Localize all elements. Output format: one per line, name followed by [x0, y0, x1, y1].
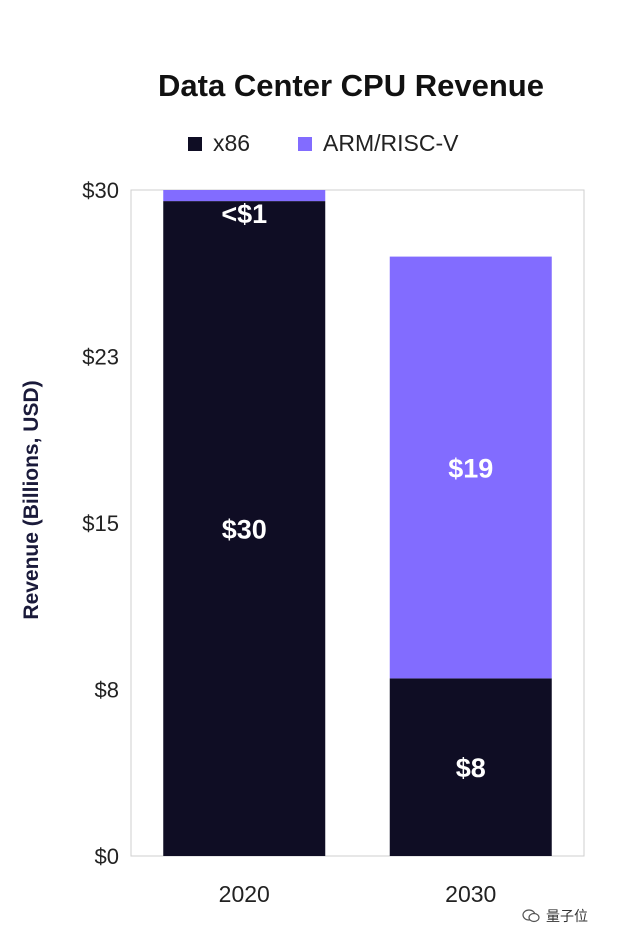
bar-segment-2030-2	[389, 256, 552, 679]
data-label: $8	[456, 753, 486, 783]
y-axis-label: Revenue (Billions, USD)	[20, 380, 43, 619]
legend-label-1: x86	[213, 130, 250, 156]
chart-title: Data Center CPU Revenue	[158, 68, 544, 103]
y-axis-ticks: $0 $8 $15 $23 $30	[82, 178, 119, 869]
bars: $30 <$1 $8 $19	[163, 190, 552, 857]
bar-segment-2020-1	[163, 201, 326, 857]
watermark-text: 量子位	[546, 909, 588, 925]
y-tick-label: $8	[95, 678, 119, 703]
data-label: <$1	[221, 199, 267, 229]
data-label: $30	[222, 515, 267, 545]
data-label: $19	[448, 454, 493, 484]
bar-segment-2030-1	[389, 678, 552, 856]
x-tick-label: 2030	[445, 881, 496, 907]
legend-swatch-2	[298, 137, 312, 151]
y-tick-label: $15	[82, 511, 119, 536]
legend: x86 ARM/RISC-V	[188, 130, 459, 156]
y-tick-label: $30	[82, 178, 119, 203]
y-tick-label: $0	[95, 844, 119, 869]
plot-frame	[130, 189, 585, 857]
x-axis-ticks: 2020 2030	[219, 881, 497, 907]
legend-swatch-1	[188, 137, 202, 151]
bar-segment-2020-2	[163, 190, 326, 202]
y-tick-label: $23	[82, 345, 119, 370]
watermark: 量子位	[522, 906, 588, 926]
wechat-icon	[522, 909, 540, 923]
legend-label-2: ARM/RISC-V	[323, 130, 459, 156]
x-tick-label: 2020	[219, 881, 270, 907]
